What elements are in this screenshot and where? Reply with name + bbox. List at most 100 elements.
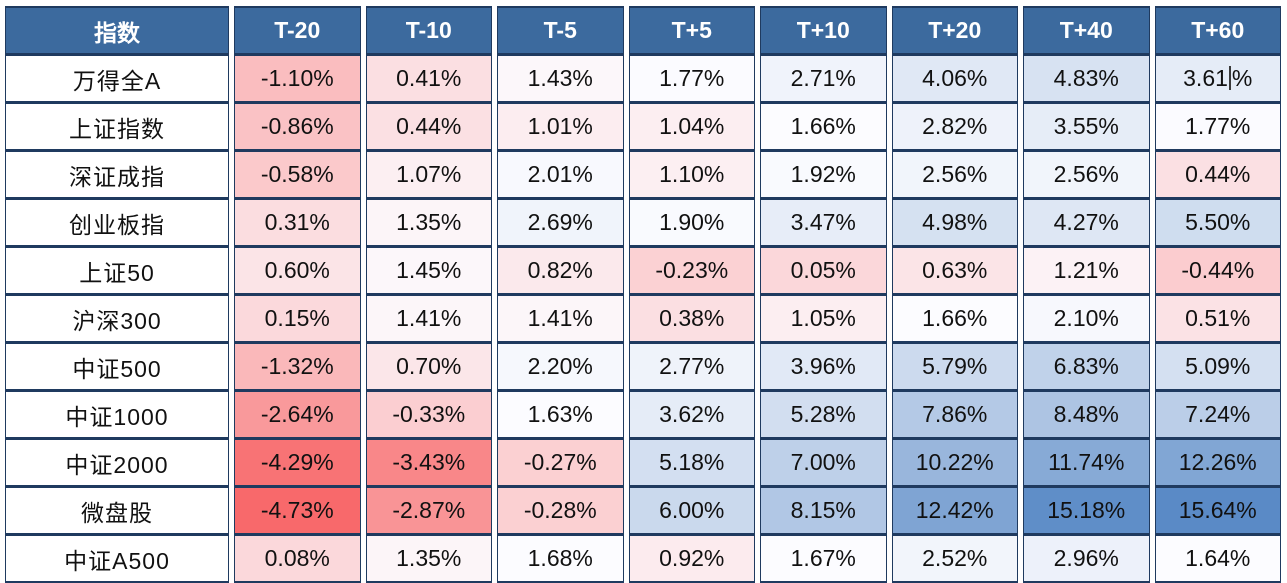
value-cell: 1.10% (628, 151, 755, 199)
value-cell: 1.07% (365, 151, 492, 199)
value-cell: 2.56% (1023, 151, 1150, 199)
value-cell: -2.64% (234, 391, 361, 439)
value-cell: 2.01% (497, 151, 624, 199)
value-cell: -4.73% (234, 487, 361, 535)
value-cell: 15.64% (1154, 487, 1281, 535)
value-cell: 0.60% (234, 247, 361, 295)
row-label: 中证1000 (5, 391, 229, 439)
value-cell: 2.82% (891, 103, 1018, 151)
value-cell: 10.22% (891, 439, 1018, 487)
value-cell: -0.86% (234, 103, 361, 151)
value-cell: 1.63% (497, 391, 624, 439)
value-cell: 3.61% (1154, 55, 1281, 103)
value-cell: 3.96% (760, 343, 887, 391)
value-cell: 3.47% (760, 199, 887, 247)
value-cell: 1.41% (365, 295, 492, 343)
value-cell: -0.58% (234, 151, 361, 199)
value-cell: -2.87% (365, 487, 492, 535)
value-cell: -0.27% (497, 439, 624, 487)
value-cell: 1.68% (497, 535, 624, 583)
value-cell: 4.27% (1023, 199, 1150, 247)
value-cell: 1.92% (760, 151, 887, 199)
table-row: 微盘股 -4.73% -2.87% -0.28% 6.00% 8.15% 12.42% 15.… (5, 487, 1281, 535)
value-cell: 0.41% (365, 55, 492, 103)
table-row: 中证1000 -2.64% -0.33% 1.63% 3.62% 5.28% 7.86% 8.… (5, 391, 1281, 439)
value-cell: -0.23% (628, 247, 755, 295)
value-cell: 7.86% (891, 391, 1018, 439)
value-cell: 11.74% (1023, 439, 1150, 487)
value-cell: 1.45% (365, 247, 492, 295)
value-cell: 5.18% (628, 439, 755, 487)
table-body: 万得全A -1.10% 0.41% 1.43% 1.77% 2.71% 4.06% 4.83%… (5, 55, 1281, 583)
row-label: 深证成指 (5, 151, 229, 199)
row-label: 中证500 (5, 343, 229, 391)
value-cell: 1.04% (628, 103, 755, 151)
value-cell: 0.44% (1154, 151, 1281, 199)
header-row: 指数 T-20 T-10 T-5 T+5 T+10 T+20 T+40 T+60 (5, 6, 1281, 55)
value-cell: 0.63% (891, 247, 1018, 295)
column-header-t-5: T-5 (497, 6, 624, 55)
value-cell: 0.51% (1154, 295, 1281, 343)
value-cell: 2.77% (628, 343, 755, 391)
value-cell: 15.18% (1023, 487, 1150, 535)
value-cell: 1.67% (760, 535, 887, 583)
value-cell: 0.15% (234, 295, 361, 343)
value-cell: 1.43% (497, 55, 624, 103)
row-label: 万得全A (5, 55, 229, 103)
value-cell: 5.28% (760, 391, 887, 439)
value-cell: 4.98% (891, 199, 1018, 247)
row-label: 中证2000 (5, 439, 229, 487)
value-cell: 2.96% (1023, 535, 1150, 583)
value-cell: -0.33% (365, 391, 492, 439)
table-row: 万得全A -1.10% 0.41% 1.43% 1.77% 2.71% 4.06% 4.83%… (5, 55, 1281, 103)
value-cell: 0.44% (365, 103, 492, 151)
row-label: 中证A500 (5, 535, 229, 583)
column-header-t+10: T+10 (760, 6, 887, 55)
value-cell: 0.31% (234, 199, 361, 247)
value-cell: 1.35% (365, 199, 492, 247)
row-label: 上证50 (5, 247, 229, 295)
column-header-t+60: T+60 (1154, 6, 1281, 55)
value-cell: 1.66% (760, 103, 887, 151)
value-cell: 3.55% (1023, 103, 1150, 151)
value-cell: 0.38% (628, 295, 755, 343)
row-label: 微盘股 (5, 487, 229, 535)
value-cell: -0.28% (497, 487, 624, 535)
value-cell: 4.83% (1023, 55, 1150, 103)
table-row: 上证50 0.60% 1.45% 0.82% -0.23% 0.05% 0.63% 1.21%… (5, 247, 1281, 295)
value-cell: 7.00% (760, 439, 887, 487)
table-row: 创业板指 0.31% 1.35% 2.69% 1.90% 3.47% 4.98% 4.27% 5… (5, 199, 1281, 247)
column-header-t+5: T+5 (628, 6, 755, 55)
table-row: 深证成指 -0.58% 1.07% 2.01% 1.10% 1.92% 2.56% 2.56%… (5, 151, 1281, 199)
value-cell: 1.77% (1154, 103, 1281, 151)
value-suffix: % (1231, 65, 1253, 91)
table-row: 中证500 -1.32% 0.70% 2.20% 2.77% 3.96% 5.79% 6.83… (5, 343, 1281, 391)
column-header-t-10: T-10 (365, 6, 492, 55)
row-label: 沪深300 (5, 295, 229, 343)
value-cell: 0.82% (497, 247, 624, 295)
value-cell: 12.26% (1154, 439, 1281, 487)
value-cell: -1.32% (234, 343, 361, 391)
value-cell: 1.77% (628, 55, 755, 103)
row-label: 上证指数 (5, 103, 229, 151)
column-header-t-20: T-20 (234, 6, 361, 55)
value-cell: 5.50% (1154, 199, 1281, 247)
value-cell: 2.69% (497, 199, 624, 247)
value-cell: 2.10% (1023, 295, 1150, 343)
value-cell: 12.42% (891, 487, 1018, 535)
value-cell: 1.05% (760, 295, 887, 343)
table-row: 中证2000 -4.29% -3.43% -0.27% 5.18% 7.00% 10.22%… (5, 439, 1281, 487)
value-cell: 5.79% (891, 343, 1018, 391)
value-cell: 2.56% (891, 151, 1018, 199)
value-cell: 1.64% (1154, 535, 1281, 583)
value-cell: 1.90% (628, 199, 755, 247)
value-cell: 4.06% (891, 55, 1018, 103)
value-cell: 0.05% (760, 247, 887, 295)
value-text: 3.61 (1183, 65, 1228, 91)
value-cell: 2.20% (497, 343, 624, 391)
row-label: 创业板指 (5, 199, 229, 247)
value-cell: -0.44% (1154, 247, 1281, 295)
value-cell: 7.24% (1154, 391, 1281, 439)
value-cell: 1.35% (365, 535, 492, 583)
value-cell: 1.41% (497, 295, 624, 343)
